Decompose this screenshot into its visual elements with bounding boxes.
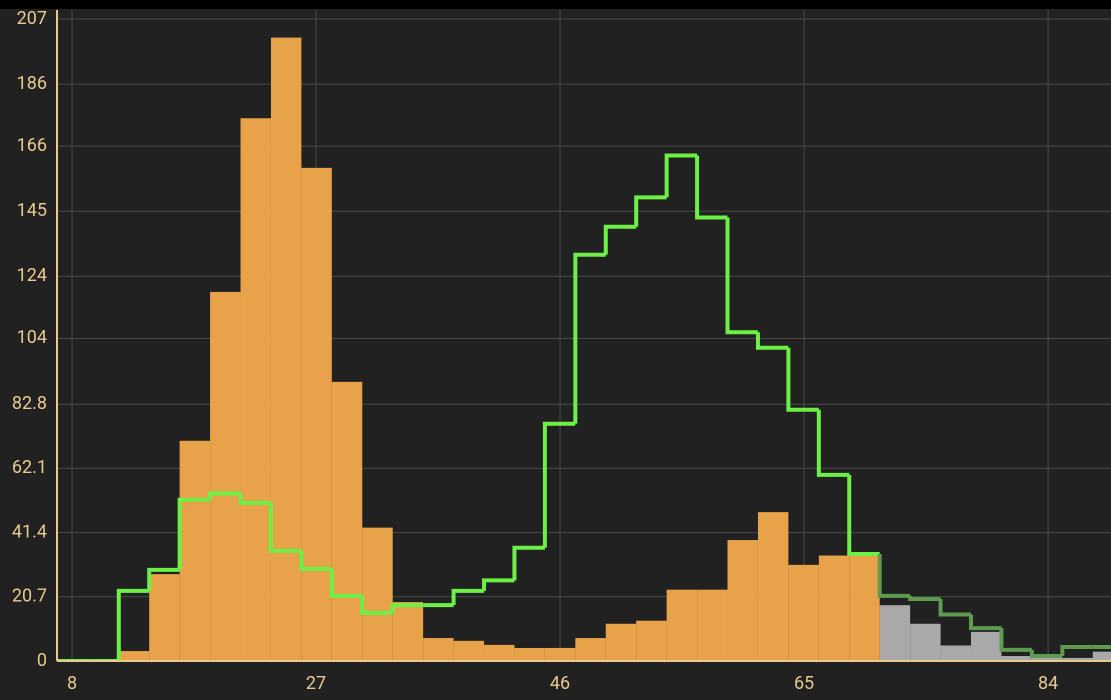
step-segment xyxy=(725,217,758,335)
step-segment xyxy=(877,554,911,598)
y-tick-label: 41.4 xyxy=(12,521,47,542)
y-tick-label: 186 xyxy=(17,73,47,94)
step-segment xyxy=(451,588,485,606)
step-segment xyxy=(573,252,606,424)
bar xyxy=(514,647,545,661)
bar xyxy=(210,291,241,661)
y-tick-label: 124 xyxy=(17,265,47,286)
step-segment xyxy=(634,195,667,227)
bar xyxy=(1092,651,1111,661)
y-tick-label: 145 xyxy=(17,200,47,221)
x-tick-label: 46 xyxy=(550,673,570,694)
y-tick-label: 104 xyxy=(17,327,47,348)
bar xyxy=(971,631,1002,661)
bar xyxy=(940,645,972,661)
step-segment xyxy=(603,224,637,255)
bar xyxy=(270,37,302,661)
y-tick-label: 82.8 xyxy=(12,393,47,414)
bar xyxy=(727,540,758,661)
bar xyxy=(910,623,941,661)
step-segment xyxy=(208,491,241,500)
step-segment xyxy=(482,578,515,591)
y-tick-label: 0 xyxy=(37,650,47,671)
status-bar xyxy=(0,0,1111,9)
bar xyxy=(849,555,880,661)
bar xyxy=(301,167,332,661)
step-segment xyxy=(1060,645,1093,657)
bar xyxy=(149,574,180,661)
y-tick-label: 20.7 xyxy=(12,586,47,607)
bar xyxy=(1031,657,1063,661)
y-tick-label: 207 xyxy=(17,8,47,29)
bar xyxy=(818,555,850,661)
bar xyxy=(788,564,819,661)
bar xyxy=(1001,656,1032,661)
bar xyxy=(179,440,211,661)
step-segment xyxy=(512,545,545,581)
x-tick-label: 65 xyxy=(794,673,814,694)
bar xyxy=(362,527,393,661)
step-segment xyxy=(177,497,211,570)
step-segment xyxy=(664,153,698,198)
step-segment xyxy=(908,595,941,601)
step-segment xyxy=(1029,649,1063,659)
bar xyxy=(879,605,911,661)
bar xyxy=(240,118,271,661)
step-segment xyxy=(268,502,302,553)
step-segment xyxy=(542,421,576,548)
step-segment xyxy=(847,474,880,556)
step-segment xyxy=(695,155,728,220)
bar xyxy=(392,602,424,661)
step-segment xyxy=(147,567,180,591)
step-segment xyxy=(816,409,850,477)
bar xyxy=(423,638,454,661)
bar xyxy=(1062,657,1093,661)
step-segment xyxy=(999,628,1032,652)
bar xyxy=(605,623,637,661)
bar xyxy=(118,651,150,661)
step-segment xyxy=(329,568,363,598)
bar xyxy=(575,638,606,661)
axes: 0 20.7 41.4 62.1 82.8 104 124 145 166 186 207 8 27 46… xyxy=(12,8,1111,694)
bar xyxy=(666,589,698,661)
step-segment xyxy=(299,550,332,571)
step-segment xyxy=(390,603,424,613)
step-segment xyxy=(786,347,819,412)
bar xyxy=(453,640,485,661)
step-segment xyxy=(755,332,789,350)
bar xyxy=(757,512,789,661)
step-segment xyxy=(238,493,271,505)
bar xyxy=(331,381,363,661)
bar xyxy=(697,589,728,661)
x-tick-label: 27 xyxy=(306,673,326,694)
bar xyxy=(636,620,667,661)
step-segment xyxy=(116,588,150,661)
bar xyxy=(544,647,576,661)
step-segment xyxy=(938,598,972,617)
step-segment xyxy=(969,614,1002,631)
bar xyxy=(484,644,515,661)
step-segment xyxy=(360,595,393,615)
plot-area xyxy=(57,37,1111,661)
y-tick-label: 62.1 xyxy=(12,457,47,478)
x-tick-label: 84 xyxy=(1038,673,1058,694)
y-tick-label: 166 xyxy=(17,135,47,156)
x-tick-label: 8 xyxy=(67,673,77,694)
